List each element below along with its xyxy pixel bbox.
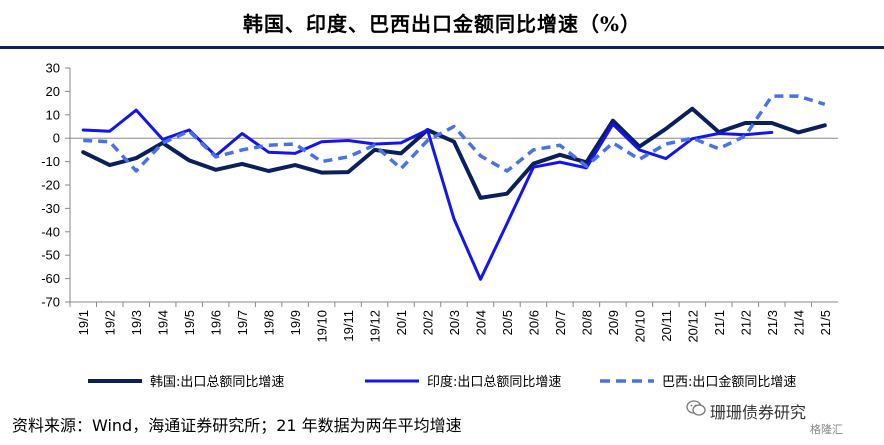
- x-tick-label: 19/1: [76, 310, 91, 335]
- x-tick-label: 19/12: [368, 310, 383, 343]
- x-tick-label: 20/10: [632, 310, 647, 343]
- watermark-text: 珊珊债券研究: [710, 403, 807, 422]
- x-tick-label: 20/2: [421, 310, 436, 335]
- legend-label-1: 印度:出口总额同比增速: [427, 374, 561, 390]
- x-tick-label: 19/11: [341, 310, 356, 342]
- x-tick-label: 19/8: [262, 310, 277, 335]
- x-tick-label: 21/4: [791, 310, 806, 335]
- series-line-1: [81, 108, 774, 281]
- x-tick-label: 20/12: [685, 310, 700, 343]
- x-tick-label: 19/5: [182, 310, 197, 335]
- x-tick-label: 21/5: [818, 310, 833, 335]
- chart-title: 韩国、印度、巴西出口金额同比增速（%）: [242, 12, 641, 36]
- axes-group: [65, 67, 838, 307]
- x-tick-label: 20/9: [606, 310, 621, 335]
- watermark-sub: 格隆汇: [810, 423, 843, 436]
- x-tick-label: 20/1: [394, 310, 409, 335]
- legend-label-0: 韩国:出口总额同比增速: [150, 375, 284, 390]
- y-tick-labels: 30 20 10 0 -10 -20 -30 -40 -50 -60 -70: [41, 61, 60, 310]
- source-note: 资料来源：Wind，海通证券研究所；21 年数据为两年平均增速: [12, 416, 462, 435]
- x-tick-label: 20/11: [659, 310, 674, 342]
- y-tick-label: 20: [46, 84, 60, 99]
- legend-label-2: 巴西:出口金额同比增速: [662, 374, 796, 390]
- title-bar: [0, 0, 884, 49]
- series-line-2: [83, 94, 826, 173]
- x-tick-label: 20/7: [553, 310, 568, 335]
- x-tick-label: 20/8: [579, 310, 594, 335]
- legend: 韩国:出口总额同比增速 印度:出口总额同比增速 巴西:出口金额同比增速: [88, 374, 796, 390]
- y-tick-label: -30: [41, 201, 60, 216]
- watermark: 珊珊债券研究 格隆汇: [684, 393, 880, 441]
- y-tick-label: 0: [53, 131, 60, 146]
- line-chart: 19/1 19/2 19/3 19/4 19/5 19/6 19/7 19/8 19/9 19/1…: [41, 61, 838, 390]
- x-tick-labels: 19/1 19/2 19/3 19/4 19/5 19/6 19/7 19/8 19/9 19/1…: [76, 310, 833, 343]
- x-tick-label: 21/1: [712, 310, 727, 335]
- series-line-0: [81, 106, 827, 200]
- x-tick-label: 19/4: [156, 310, 171, 335]
- y-tick-label: 30: [46, 61, 60, 76]
- x-tick-label: 19/3: [129, 310, 144, 335]
- x-tick-label: 19/7: [235, 310, 250, 335]
- x-tick-label: 19/10: [315, 310, 330, 343]
- x-tick-label: 19/9: [288, 310, 303, 335]
- x-tick-label: 19/2: [103, 310, 118, 335]
- x-tick-label: 19/6: [209, 310, 224, 335]
- x-tick-label: 20/6: [526, 310, 541, 335]
- wechat-icon: [686, 400, 706, 416]
- x-tick-label: 20/4: [473, 310, 488, 335]
- y-tick-label: -50: [41, 248, 60, 263]
- y-tick-label: -10: [41, 154, 60, 169]
- y-tick-label: 10: [46, 107, 60, 122]
- y-tick-label: -20: [41, 178, 60, 193]
- x-tick-label: 21/2: [738, 310, 753, 335]
- y-tick-label: -40: [41, 224, 60, 239]
- y-tick-label: -60: [41, 271, 60, 286]
- x-tick-label: 21/3: [765, 310, 780, 335]
- series-lines-group: [81, 94, 827, 281]
- x-tick-label: 20/3: [447, 310, 462, 335]
- x-tick-label: 20/5: [500, 310, 515, 335]
- y-tick-label: -70: [41, 295, 60, 310]
